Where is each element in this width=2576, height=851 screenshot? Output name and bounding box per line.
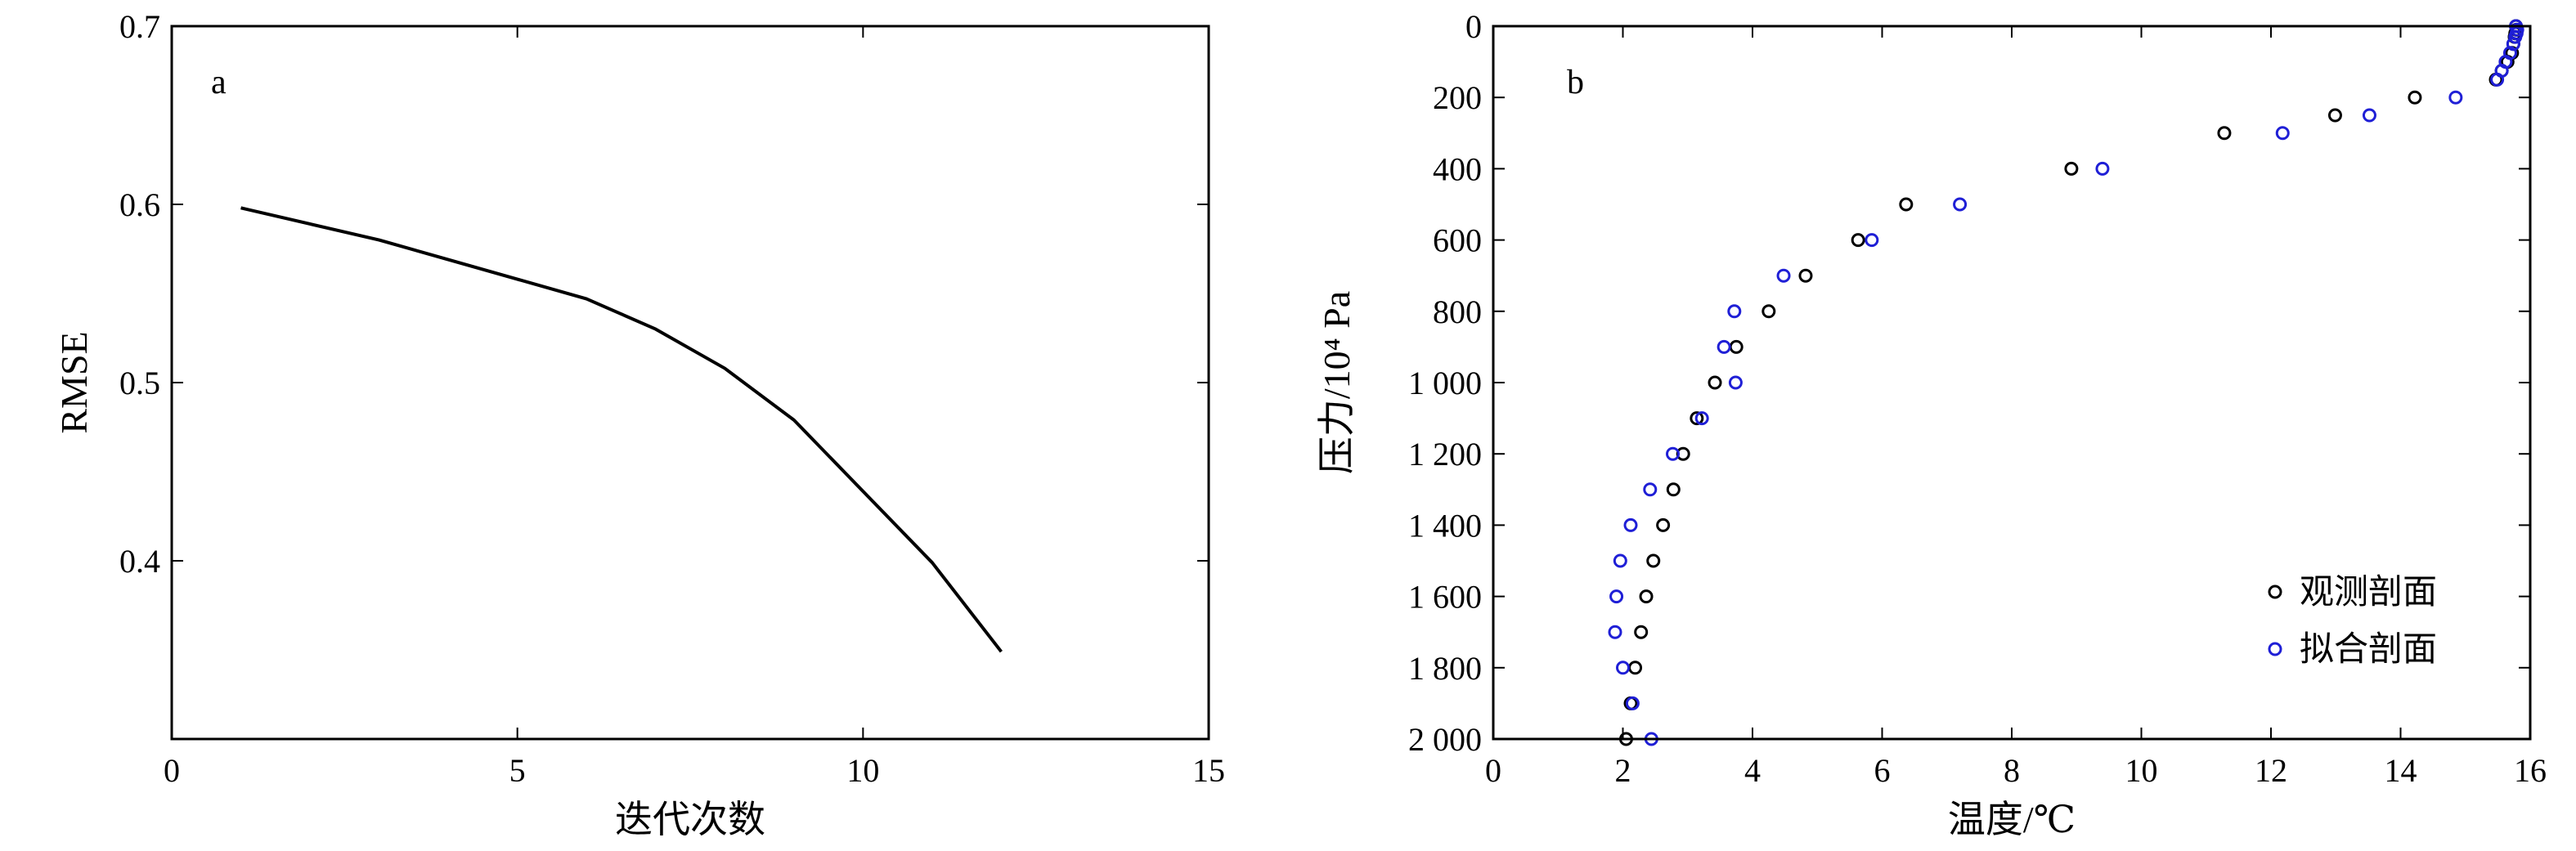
fitted-profile-point — [1694, 411, 1709, 426]
panel-a-y-tick-label: 0.6 — [119, 186, 160, 223]
observed-profile-point — [2217, 126, 2232, 141]
fitted-profile-point — [1865, 233, 1879, 248]
panel-b-x-tick-label: 0 — [1485, 752, 1501, 789]
panel-a-y-tick-label: 0.7 — [119, 8, 160, 45]
observed-profile-point — [1851, 233, 1865, 248]
panel-b-temperature-profile-chart: 0 2 4 6 8 10 12 14 16 0 200 400 600 800 1 000 1 200 1 40… — [1316, 8, 2547, 840]
observed-profile-point — [2408, 90, 2422, 105]
panel-a-plot-frame — [170, 25, 1210, 741]
panel-b-x-axis-title: 温度/℃ — [1948, 799, 2076, 840]
panel-b-y-tick-label: 1 200 — [1408, 436, 1482, 473]
panel-b-y-tick-label: 1 800 — [1408, 650, 1482, 687]
observed-profile-point — [2327, 108, 2342, 123]
fitted-profile-point — [1608, 625, 1622, 639]
fitted-profile-point — [1776, 268, 1791, 283]
panel-b-y-tick-label: 600 — [1433, 222, 1482, 259]
fitted-profile-point — [2095, 161, 2110, 176]
observed-profile-point — [1798, 268, 1813, 283]
panel-b-x-tick-label: 12 — [2255, 752, 2287, 789]
panel-b-y-tick-label: 0 — [1465, 8, 1482, 45]
fitted-profile-point — [2448, 90, 2463, 105]
fitted-profile-point — [1728, 375, 1743, 390]
panel-b-y-tick-label: 1 400 — [1408, 507, 1482, 544]
panel-b-letter: b — [1567, 64, 1584, 101]
panel-a-letter: a — [211, 64, 227, 101]
legend-label-fitted: 拟合剖面 — [2300, 631, 2437, 669]
panel-b-ticks: 0 2 4 6 8 10 12 14 16 0 200 400 600 800 1 000 1 200 1 40… — [1408, 8, 2547, 789]
fitted-profile-point — [1717, 339, 1731, 354]
panel-b-legend: 观测剖面 拟合剖面 — [2268, 574, 2437, 669]
observed-profile-point — [2064, 161, 2079, 176]
panel-a-x-axis-title: 迭代次数 — [615, 799, 765, 840]
fitted-profile-point — [1953, 197, 1968, 212]
panel-a-y-tick-label: 0.5 — [119, 365, 160, 401]
fitted-profile-point — [1727, 304, 1742, 319]
fitted-profile-point — [2508, 29, 2523, 44]
fitted-profile-point — [1609, 589, 1624, 604]
panel-b-y-tick-label: 200 — [1433, 79, 1482, 116]
panel-a-x-tick-label: 0 — [164, 752, 180, 789]
legend-marker-observed — [2268, 585, 2282, 599]
observed-profile-point — [1761, 304, 1776, 319]
fitted-profile-point — [2275, 126, 2290, 141]
observed-profile-point — [1899, 197, 1914, 212]
panel-a-y-tick-label: 0.4 — [119, 543, 160, 580]
fitted-profile-point — [1666, 446, 1681, 461]
panel-a-y-axis-title: RMSE — [53, 331, 95, 433]
observed-profile-point — [1666, 482, 1681, 497]
fitted-profile-point — [2490, 72, 2505, 87]
observed-profile-point — [1634, 625, 1649, 639]
panel-b-y-tick-label: 400 — [1433, 150, 1482, 187]
legend-label-observed: 观测剖面 — [2300, 574, 2437, 611]
fitted-profile-point — [1613, 553, 1627, 568]
panel-b-y-tick-label: 1 000 — [1408, 365, 1482, 401]
observed-profile-point — [1729, 339, 1744, 354]
observed-profile-point — [1639, 589, 1654, 604]
observed-profile-point — [1690, 411, 1704, 426]
panel-b-marks — [1608, 19, 2524, 746]
panel-b-y-tick-label: 2 000 — [1408, 721, 1482, 758]
fitted-profile-point — [1616, 661, 1630, 675]
observed-profile-point — [1708, 375, 1722, 390]
panel-a-x-tick-label: 15 — [1192, 752, 1225, 789]
panel-a-marks — [240, 206, 1003, 653]
panel-a-rmse-chart: 0 5 10 15 0.4 0.5 0.6 0.7 a 迭代次数 RMSE — [53, 8, 1225, 840]
panel-b-x-tick-label: 6 — [1874, 752, 1891, 789]
panel-b-y-tick-label: 800 — [1433, 293, 1482, 330]
panel-a-x-tick-label: 10 — [846, 752, 879, 789]
panel-a-rmse-line — [240, 206, 1003, 653]
panel-b-y-tick-label: 1 600 — [1408, 579, 1482, 616]
observed-profile-point — [1656, 517, 1671, 532]
observed-profile-point — [1628, 661, 1643, 675]
panel-b-y-axis-title: 压力/10⁴ Pa — [1316, 291, 1358, 474]
observed-profile-point — [1646, 553, 1661, 568]
panel-b-x-tick-label: 4 — [1744, 752, 1761, 789]
panel-b-x-tick-label: 2 — [1615, 752, 1631, 789]
panel-a-ticks: 0 5 10 15 0.4 0.5 0.6 0.7 — [119, 8, 1225, 789]
panel-b-x-tick-label: 16 — [2514, 752, 2547, 789]
legend-marker-fitted — [2268, 642, 2282, 656]
fitted-profile-point — [1623, 517, 1638, 532]
panel-b-x-tick-label: 14 — [2385, 752, 2417, 789]
fitted-profile-point — [2362, 108, 2376, 123]
fitted-profile-point — [1625, 696, 1640, 710]
fitted-profile-point — [1643, 482, 1658, 497]
panel-b-x-tick-label: 8 — [2004, 752, 2020, 789]
panel-b-x-tick-label: 10 — [2125, 752, 2158, 789]
panel-a-x-tick-label: 5 — [509, 752, 526, 789]
